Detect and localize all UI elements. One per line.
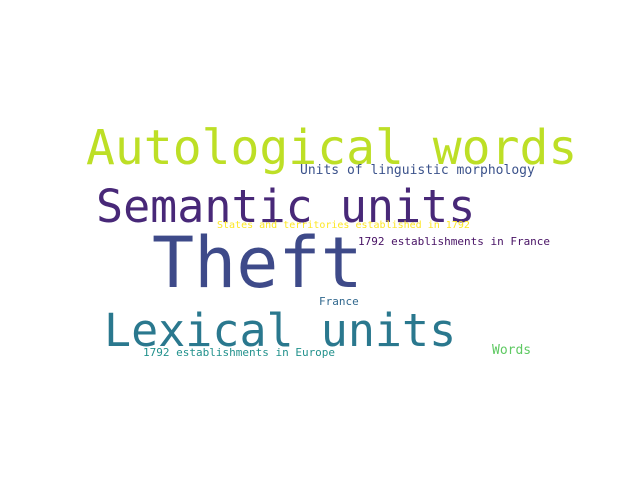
word-states-and-territories-1792: States and territories established in 17… [217, 220, 470, 231]
word-lexical-units: Lexical units [104, 304, 457, 357]
word-france: France [319, 295, 359, 308]
word-semantic-units: Semantic units [96, 180, 476, 233]
word-words: Words [492, 343, 532, 358]
word-units-of-linguistic-morphology: Units of linguistic morphology [300, 163, 535, 178]
word-theft: Theft [152, 222, 363, 304]
word-1792-establishments-france: 1792 establishments in France [358, 235, 551, 248]
word-1792-establishments-europe: 1792 establishments in Europe [143, 346, 336, 359]
word-autological-words: Autological words [86, 120, 578, 176]
